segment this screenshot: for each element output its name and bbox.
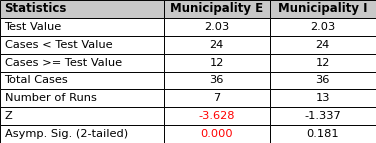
Bar <box>270 125 376 143</box>
Bar <box>270 107 376 125</box>
Text: 24: 24 <box>316 40 330 50</box>
Text: 0.181: 0.181 <box>306 129 339 139</box>
Text: Municipality E: Municipality E <box>170 2 263 15</box>
Text: 24: 24 <box>209 40 224 50</box>
Text: Total Cases: Total Cases <box>5 76 68 85</box>
Bar <box>270 72 376 89</box>
Bar <box>270 89 376 107</box>
Bar <box>0 0 164 18</box>
Bar <box>0 36 164 54</box>
Bar <box>164 18 270 36</box>
Text: 13: 13 <box>315 93 330 103</box>
Text: 12: 12 <box>315 58 330 67</box>
Text: Test Value: Test Value <box>5 22 62 32</box>
Bar <box>0 125 164 143</box>
Bar <box>0 89 164 107</box>
Bar <box>0 18 164 36</box>
Bar <box>164 125 270 143</box>
Text: Asymp. Sig. (2-tailed): Asymp. Sig. (2-tailed) <box>5 129 127 139</box>
Bar <box>270 0 376 18</box>
Text: 2.03: 2.03 <box>204 22 229 32</box>
Bar <box>270 54 376 72</box>
Bar <box>164 54 270 72</box>
Bar <box>270 18 376 36</box>
Text: -1.337: -1.337 <box>305 111 341 121</box>
Text: -3.628: -3.628 <box>198 111 235 121</box>
Bar <box>270 36 376 54</box>
Bar <box>164 89 270 107</box>
Bar <box>164 36 270 54</box>
Text: 2.03: 2.03 <box>310 22 335 32</box>
Bar <box>164 0 270 18</box>
Text: 36: 36 <box>209 76 224 85</box>
Bar <box>0 72 164 89</box>
Text: Number of Runs: Number of Runs <box>5 93 96 103</box>
Bar <box>0 54 164 72</box>
Text: Cases >= Test Value: Cases >= Test Value <box>5 58 122 67</box>
Text: Statistics: Statistics <box>5 2 67 15</box>
Text: 12: 12 <box>209 58 224 67</box>
Bar <box>164 107 270 125</box>
Text: Z: Z <box>5 111 12 121</box>
Text: 0.000: 0.000 <box>200 129 233 139</box>
Bar <box>0 107 164 125</box>
Bar <box>164 72 270 89</box>
Text: Cases < Test Value: Cases < Test Value <box>5 40 112 50</box>
Text: 7: 7 <box>213 93 220 103</box>
Text: Municipality I: Municipality I <box>278 2 368 15</box>
Text: 36: 36 <box>315 76 330 85</box>
